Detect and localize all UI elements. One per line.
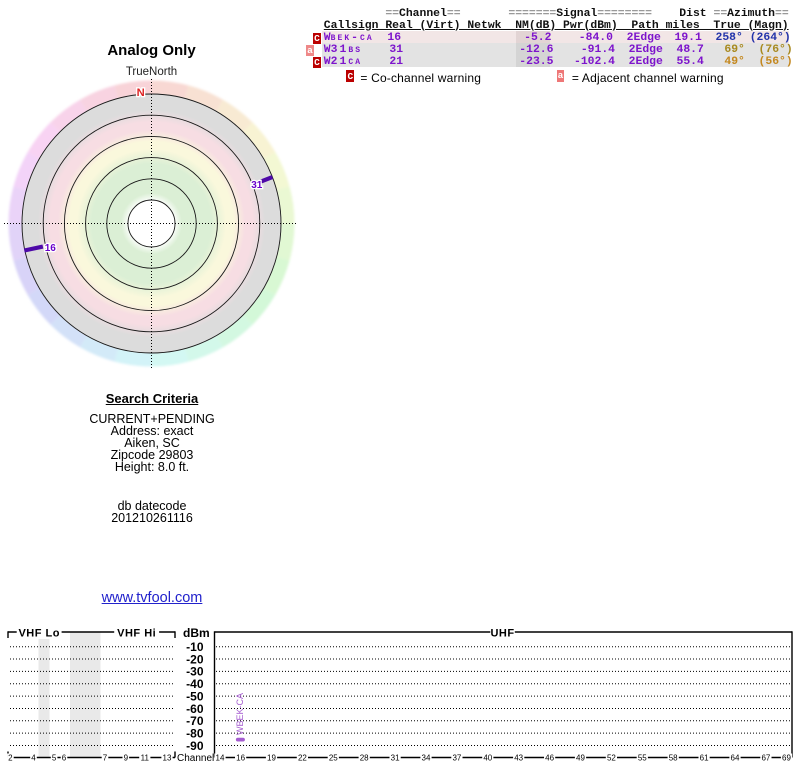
svg-text:49: 49 [576,754,585,763]
svg-text:16: 16 [45,243,57,254]
svg-text:4: 4 [31,754,36,763]
svg-text:31: 31 [251,180,263,191]
svg-text:UHF: UHF [490,628,514,640]
svg-text:-30: -30 [186,665,204,679]
svg-text:9: 9 [124,754,129,763]
svg-text:31: 31 [391,754,400,763]
svg-text:6: 6 [62,754,67,763]
svg-text:31: 31 [251,180,263,191]
svg-text:19: 19 [267,754,276,763]
svg-text:16: 16 [45,243,57,254]
svg-text:N: N [137,87,145,99]
svg-text:13: 13 [163,754,172,763]
svg-text:52: 52 [607,754,616,763]
svg-text:7: 7 [103,754,108,763]
svg-text:2: 2 [8,754,13,763]
svg-text:Channel: Channel [177,753,214,764]
svg-text:14: 14 [216,754,225,763]
svg-text:-60: -60 [186,702,204,716]
svg-text:-20: -20 [186,652,204,666]
svg-text:-70: -70 [186,714,204,728]
svg-text:-10: -10 [186,640,204,654]
svg-text:16: 16 [236,754,245,763]
svg-text:-50: -50 [186,689,204,703]
svg-text:69: 69 [782,754,791,763]
svg-text:61: 61 [700,754,709,763]
svg-text:64: 64 [731,754,740,763]
svg-text:dBm: dBm [183,626,210,640]
svg-text:-80: -80 [186,726,204,740]
svg-text:VHF Lo: VHF Lo [18,628,60,640]
svg-text:WBEK-CA: WBEK-CA [235,693,245,735]
svg-text:N: N [137,87,145,99]
svg-text:22: 22 [298,754,307,763]
svg-text:28: 28 [360,754,369,763]
svg-text:43: 43 [514,754,523,763]
svg-text:5: 5 [52,754,57,763]
svg-text:11: 11 [141,754,150,763]
svg-text:67: 67 [761,754,770,763]
svg-text:34: 34 [422,754,431,763]
svg-text:40: 40 [483,754,492,763]
svg-text:-90: -90 [186,739,204,753]
svg-text:58: 58 [669,754,678,763]
svg-text:VHF Hi: VHF Hi [117,628,156,640]
svg-text:46: 46 [545,754,554,763]
svg-text:55: 55 [638,754,647,763]
svg-text:-40: -40 [186,677,204,691]
svg-text:37: 37 [452,754,461,763]
svg-text:25: 25 [329,754,338,763]
